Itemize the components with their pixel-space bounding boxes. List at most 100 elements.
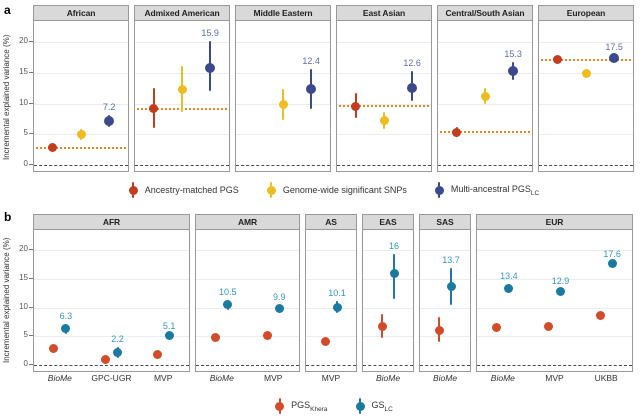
point-dot-pgs-khera: [152, 350, 162, 360]
y-tick-mark: [29, 72, 33, 74]
cohort-label-mvp: MVP: [264, 373, 283, 383]
point-dot-ancestry-matched-pgs: [351, 101, 361, 111]
value-label: 13.7: [442, 254, 460, 265]
point-dot-ancestry-matched-pgs: [452, 127, 462, 137]
facet-strip-european: European: [539, 6, 633, 21]
value-label: 10.5: [218, 286, 237, 297]
gridline: [306, 307, 356, 309]
gridline: [236, 42, 330, 44]
legend-pointrange-glyph-gs-lc: [355, 398, 365, 414]
facet-strip-label: East Asian: [362, 8, 406, 18]
ancestry-matched-baseline-dotted-line: [541, 58, 631, 61]
y-tick-mark: [29, 364, 33, 366]
facet-plot-amr: 10.5 9.9: [196, 230, 299, 371]
point-dot-gs-lc: [446, 281, 456, 291]
y-tick-label: 20: [19, 36, 28, 46]
gridline: [196, 307, 299, 309]
y-tick-mark: [29, 249, 33, 251]
facet-strip-label: EUR: [545, 217, 564, 227]
point-dot-multi-ancestral-pgs-lc: [508, 66, 519, 77]
facet-strip-east-asian: East Asian: [337, 6, 431, 21]
y-tick-label: 20: [19, 244, 28, 254]
value-label: 10.1: [328, 287, 346, 298]
y-tick-label: 15: [19, 67, 28, 77]
facet-strip-label: Middle Eastern: [253, 8, 313, 18]
y-tick-mark: [29, 41, 33, 43]
legend-label-multi-ancestral-pgs-lc: Multi-ancestral PGSLC: [450, 183, 540, 197]
y-tick-mark: [29, 163, 33, 165]
value-label: 16: [388, 240, 399, 251]
cohort-label-biome: BioMe: [47, 373, 72, 383]
value-label: 12.9: [551, 275, 570, 286]
facet-middle-eastern: Middle Eastern 12.4: [235, 5, 331, 172]
facet-strip-eas: EAS: [363, 215, 413, 230]
legend-glyph-dot: [355, 401, 365, 411]
gridline: [337, 73, 431, 75]
y-tick-mark: [29, 335, 33, 337]
point-dot-pgs-khera: [49, 344, 59, 354]
facet-plot-admixed-american: 15.9: [135, 21, 229, 171]
point-dot-pgs-khera: [320, 336, 330, 346]
gridline: [306, 278, 356, 280]
y-tick-mark: [29, 306, 33, 308]
facet-strip-label: European: [566, 8, 606, 18]
value-label: 13.4: [500, 270, 518, 281]
point-dot-genome-wide-significant-snps: [76, 130, 86, 140]
legend-item-ancestry-matched-pgs: Ancestry-matched PGS: [128, 182, 239, 198]
facet-strip-label: Central/South Asian: [445, 8, 525, 18]
point-dot-pgs-khera: [211, 332, 221, 342]
legend-glyph-dot: [128, 185, 138, 195]
facet-strip-eur: EUR: [477, 215, 632, 230]
facet-as: AS 10.1: [305, 214, 357, 372]
gridline: [420, 336, 470, 338]
value-label: 12.6: [403, 58, 421, 69]
gridline: [236, 134, 330, 136]
panel-b-facets: AFR 6.3 2.2 5.1 AMR 10.5 9.9 AS 10.1 EAS 16 SAS 13.7…: [33, 214, 635, 372]
point-dot-gs-lc: [556, 286, 565, 296]
gridline: [363, 250, 413, 252]
point-dot-ancestry-matched-pgs: [553, 55, 563, 65]
cohort-label-biome: BioMe: [490, 373, 515, 383]
gridline: [539, 134, 633, 136]
point-dot-pgs-khera: [377, 322, 387, 332]
facet-strip-label: AMR: [237, 217, 258, 227]
legend-item-pgs-khera: PGSKhera: [275, 398, 328, 414]
gridline: [363, 336, 413, 338]
facet-european: European 17.5: [538, 5, 634, 172]
value-label: 7.2: [102, 101, 116, 112]
y-tick-label: 10: [19, 301, 28, 311]
facet-strip-amr: AMR: [196, 215, 299, 230]
facet-strip-label: SAS: [436, 217, 454, 227]
panel-b-legend: PGSKhera GSLC: [33, 398, 635, 414]
value-label: 5.1: [162, 320, 176, 331]
gridline: [196, 250, 299, 252]
legend-label-genome-wide-significant-snps: Genome-wide significant SNPs: [282, 185, 407, 195]
gridline: [337, 103, 431, 105]
point-dot-ancestry-matched-pgs: [149, 104, 159, 114]
facet-strip-central-south-asian: Central/South Asian: [438, 6, 532, 21]
facet-admixed-american: Admixed American 15.9: [134, 5, 230, 172]
cohort-label-mvp: MVP: [153, 373, 173, 383]
legend-pointrange-glyph-multi-ancestral-pgs-lc: [434, 182, 444, 198]
point-dot-ancestry-matched-pgs: [48, 143, 58, 153]
facet-strip-label: EAS: [379, 217, 397, 227]
gridline: [477, 307, 632, 309]
zero-dashed-line: [236, 164, 330, 166]
point-dot-gs-lc: [607, 259, 617, 269]
panel-a-y-axis-label: Incremental explained variance (%): [2, 34, 11, 161]
facet-strip-admixed-american: Admixed American: [135, 6, 229, 21]
gridline: [438, 73, 532, 75]
y-tick-label: 10: [19, 97, 28, 107]
gridline: [438, 103, 532, 105]
facet-plot-eur: 13.4 12.9 17.6: [477, 230, 632, 371]
point-dot-gs-lc: [164, 331, 174, 341]
legend-glyph-dot: [266, 185, 276, 195]
gridline: [34, 336, 189, 338]
zero-dashed-line: [196, 365, 299, 367]
y-tick-mark: [29, 133, 33, 135]
gridline: [34, 73, 128, 75]
gridline: [337, 134, 431, 136]
point-dot-multi-ancestral-pgs-lc: [104, 115, 115, 126]
facet-african: African 7.2: [33, 5, 129, 172]
zero-dashed-line: [420, 365, 470, 367]
